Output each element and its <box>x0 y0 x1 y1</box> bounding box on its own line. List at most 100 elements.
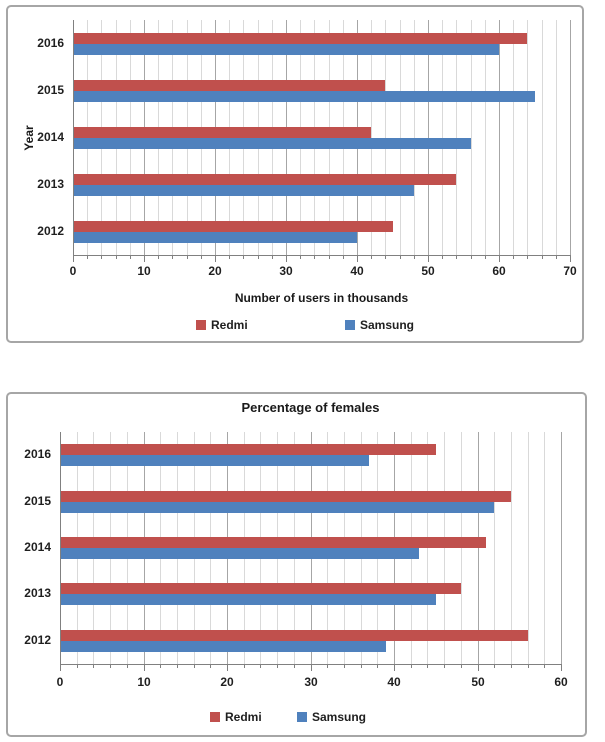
tick-mark-18 <box>201 255 202 259</box>
tick-mark-0 <box>60 664 61 671</box>
plot-area <box>60 432 562 664</box>
y-axis-line <box>73 20 74 262</box>
tick-mark-58 <box>485 255 486 259</box>
females-chart: Percentage of females 2016 2015 2014 2013 20… <box>6 392 587 737</box>
tick-mark-26 <box>258 255 259 259</box>
bar-redmi-2014 <box>60 537 486 548</box>
x-tick-label-50: 50 <box>421 264 435 278</box>
x-tick-label-60: 60 <box>492 264 506 278</box>
tick-mark-22 <box>244 664 245 668</box>
bar-samsung-2016 <box>73 44 499 55</box>
legend-swatch-icon <box>345 320 355 330</box>
x-tick-label-70: 70 <box>563 264 577 278</box>
tick-mark-56 <box>471 255 472 259</box>
gridline-54 <box>456 20 457 255</box>
bar-samsung-2013 <box>60 594 436 605</box>
x-tick-label-20: 20 <box>220 675 234 689</box>
tick-mark-60 <box>561 664 562 671</box>
bar-redmi-2013 <box>60 583 461 594</box>
gridline-64 <box>527 20 528 255</box>
tick-mark-36 <box>361 664 362 668</box>
tick-mark-40 <box>357 255 358 262</box>
bar-redmi-2016 <box>73 33 527 44</box>
bar-redmi-2016 <box>60 444 436 455</box>
tick-mark-52 <box>494 664 495 668</box>
bar-samsung-2015 <box>73 91 535 102</box>
tick-mark-10 <box>144 664 145 671</box>
x-tick-label-40: 40 <box>350 264 364 278</box>
tick-mark-62 <box>513 255 514 259</box>
bar-samsung-2015 <box>60 502 494 513</box>
legend-samsung: Samsung <box>297 710 366 724</box>
legend-redmi: Redmi <box>196 318 248 332</box>
gridline-60 <box>499 20 500 255</box>
tick-mark-54 <box>456 255 457 259</box>
legend-label: Redmi <box>225 710 262 724</box>
category-label-2014: 2014 <box>24 540 51 554</box>
bar-redmi-2012 <box>73 221 393 232</box>
bar-samsung-2016 <box>60 455 369 466</box>
bar-redmi-2015 <box>60 491 511 502</box>
bar-samsung-2012 <box>73 232 357 243</box>
tick-mark-12 <box>158 255 159 259</box>
tick-mark-50 <box>428 255 429 262</box>
legend-label: Redmi <box>211 318 248 332</box>
gridline-54 <box>511 432 512 664</box>
gridline-68 <box>556 20 557 255</box>
bar-redmi-2015 <box>73 80 385 91</box>
tick-mark-32 <box>327 664 328 668</box>
tick-mark-50 <box>478 664 479 671</box>
tick-mark-40 <box>394 664 395 671</box>
tick-mark-42 <box>411 664 412 668</box>
tick-mark-64 <box>527 255 528 259</box>
gridline-52 <box>442 20 443 255</box>
tick-mark-68 <box>556 255 557 259</box>
tick-mark-30 <box>286 255 287 262</box>
gridline-44 <box>385 20 386 255</box>
tick-mark-18 <box>210 664 211 668</box>
category-label-2016: 2016 <box>37 36 64 50</box>
tick-mark-20 <box>227 664 228 671</box>
x-axis-line <box>73 255 571 256</box>
bar-samsung-2014 <box>73 138 471 149</box>
bar-samsung-2012 <box>60 641 386 652</box>
tick-mark-56 <box>528 664 529 668</box>
tick-mark-24 <box>260 664 261 668</box>
gridline-66 <box>542 20 543 255</box>
tick-mark-4 <box>93 664 94 668</box>
x-tick-label-20: 20 <box>208 264 222 278</box>
gridline-48 <box>461 432 462 664</box>
x-tick-label-10: 10 <box>137 264 151 278</box>
tick-mark-16 <box>187 255 188 259</box>
category-label-2015: 2015 <box>24 494 51 508</box>
bar-redmi-2012 <box>60 630 528 641</box>
gridline-50 <box>428 20 429 255</box>
legend-label: Samsung <box>312 710 367 724</box>
bar-samsung-2014 <box>60 548 419 559</box>
tick-mark-58 <box>544 664 545 668</box>
category-label-2014: 2014 <box>37 130 64 144</box>
tick-mark-10 <box>144 255 145 262</box>
x-tick-label-30: 30 <box>304 675 318 689</box>
x-tick-label-40: 40 <box>387 675 401 689</box>
category-label-2012: 2012 <box>37 224 64 238</box>
x-tick-label-10: 10 <box>137 675 151 689</box>
category-label-2013: 2013 <box>24 586 51 600</box>
legend-swatch-icon <box>196 320 206 330</box>
tick-mark-44 <box>427 664 428 668</box>
gridline-48 <box>414 20 415 255</box>
tick-mark-60 <box>499 255 500 262</box>
tick-mark-0 <box>73 255 74 262</box>
gridline-58 <box>544 432 545 664</box>
tick-mark-70 <box>570 255 571 262</box>
tick-mark-34 <box>344 664 345 668</box>
tick-mark-6 <box>116 255 117 259</box>
tick-mark-16 <box>194 664 195 668</box>
tick-mark-14 <box>172 255 173 259</box>
chart-title: Percentage of females <box>241 400 380 415</box>
tick-mark-28 <box>294 664 295 668</box>
gridline-44 <box>427 432 428 664</box>
legend-redmi: Redmi <box>210 710 262 724</box>
x-tick-label-50: 50 <box>471 675 485 689</box>
tick-mark-24 <box>243 255 244 259</box>
